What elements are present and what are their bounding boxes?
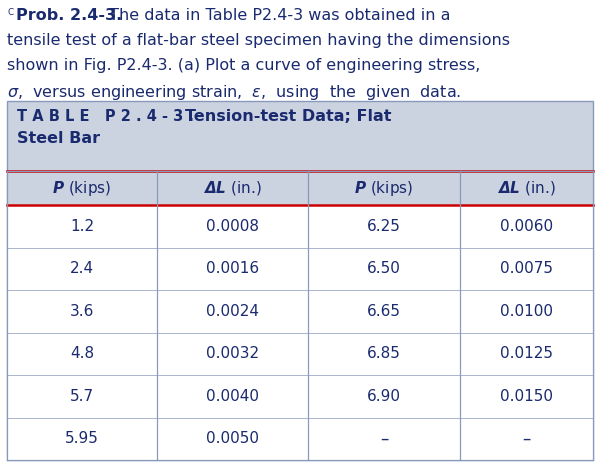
- Text: 5.7: 5.7: [70, 389, 94, 404]
- FancyBboxPatch shape: [7, 171, 593, 205]
- FancyBboxPatch shape: [7, 205, 593, 460]
- Text: 0.0032: 0.0032: [206, 346, 259, 361]
- Text: 0.0060: 0.0060: [500, 219, 553, 234]
- Text: 4.8: 4.8: [70, 346, 94, 361]
- Text: T A B L E   P 2 . 4 - 3 .: T A B L E P 2 . 4 - 3 .: [17, 109, 194, 124]
- Text: $\sigma$,  versus engineering strain,  $\epsilon$,  using  the  given  data.: $\sigma$, versus engineering strain, $\e…: [7, 83, 461, 102]
- Text: $^{\mathsf{C}}$: $^{\mathsf{C}}$: [7, 8, 15, 21]
- Text: 0.0125: 0.0125: [500, 346, 553, 361]
- Text: 0.0040: 0.0040: [206, 389, 259, 404]
- Text: 6.85: 6.85: [367, 346, 401, 361]
- Text: $\bfit{\Delta L}$ (in.): $\bfit{\Delta L}$ (in.): [497, 179, 556, 197]
- Text: 6.25: 6.25: [367, 219, 401, 234]
- Text: $\bfit{P}$ (kips): $\bfit{P}$ (kips): [355, 179, 413, 198]
- Text: 6.90: 6.90: [367, 389, 401, 404]
- Text: 0.0075: 0.0075: [500, 261, 553, 276]
- Text: 1.2: 1.2: [70, 219, 94, 234]
- Text: tensile test of a flat-bar steel specimen having the dimensions: tensile test of a flat-bar steel specime…: [7, 33, 510, 48]
- Text: The data in Table P2.4-3 was obtained in a: The data in Table P2.4-3 was obtained in…: [104, 8, 451, 23]
- Text: –: –: [523, 430, 530, 448]
- Text: shown in Fig. P2.4-3. (a) Plot a curve of engineering stress,: shown in Fig. P2.4-3. (a) Plot a curve o…: [7, 58, 481, 73]
- Text: 0.0024: 0.0024: [206, 304, 259, 319]
- Text: Tension-test Data; Flat: Tension-test Data; Flat: [185, 109, 392, 124]
- Text: 6.65: 6.65: [367, 304, 401, 319]
- Text: Prob. 2.4-3.: Prob. 2.4-3.: [16, 8, 122, 23]
- Text: $\bfit{\Delta L}$ (in.): $\bfit{\Delta L}$ (in.): [203, 179, 262, 197]
- Text: 0.0050: 0.0050: [206, 431, 259, 446]
- Text: –: –: [380, 430, 388, 448]
- Text: 0.0008: 0.0008: [206, 219, 259, 234]
- FancyBboxPatch shape: [7, 101, 593, 460]
- Text: 5.95: 5.95: [65, 431, 99, 446]
- Text: 3.6: 3.6: [70, 304, 94, 319]
- Text: 0.0150: 0.0150: [500, 389, 553, 404]
- Text: $\bfit{P}$ (kips): $\bfit{P}$ (kips): [52, 179, 112, 198]
- Text: 0.0100: 0.0100: [500, 304, 553, 319]
- Text: Steel Bar: Steel Bar: [17, 131, 100, 146]
- Text: 2.4: 2.4: [70, 261, 94, 276]
- Text: 6.50: 6.50: [367, 261, 401, 276]
- Text: 0.0016: 0.0016: [206, 261, 259, 276]
